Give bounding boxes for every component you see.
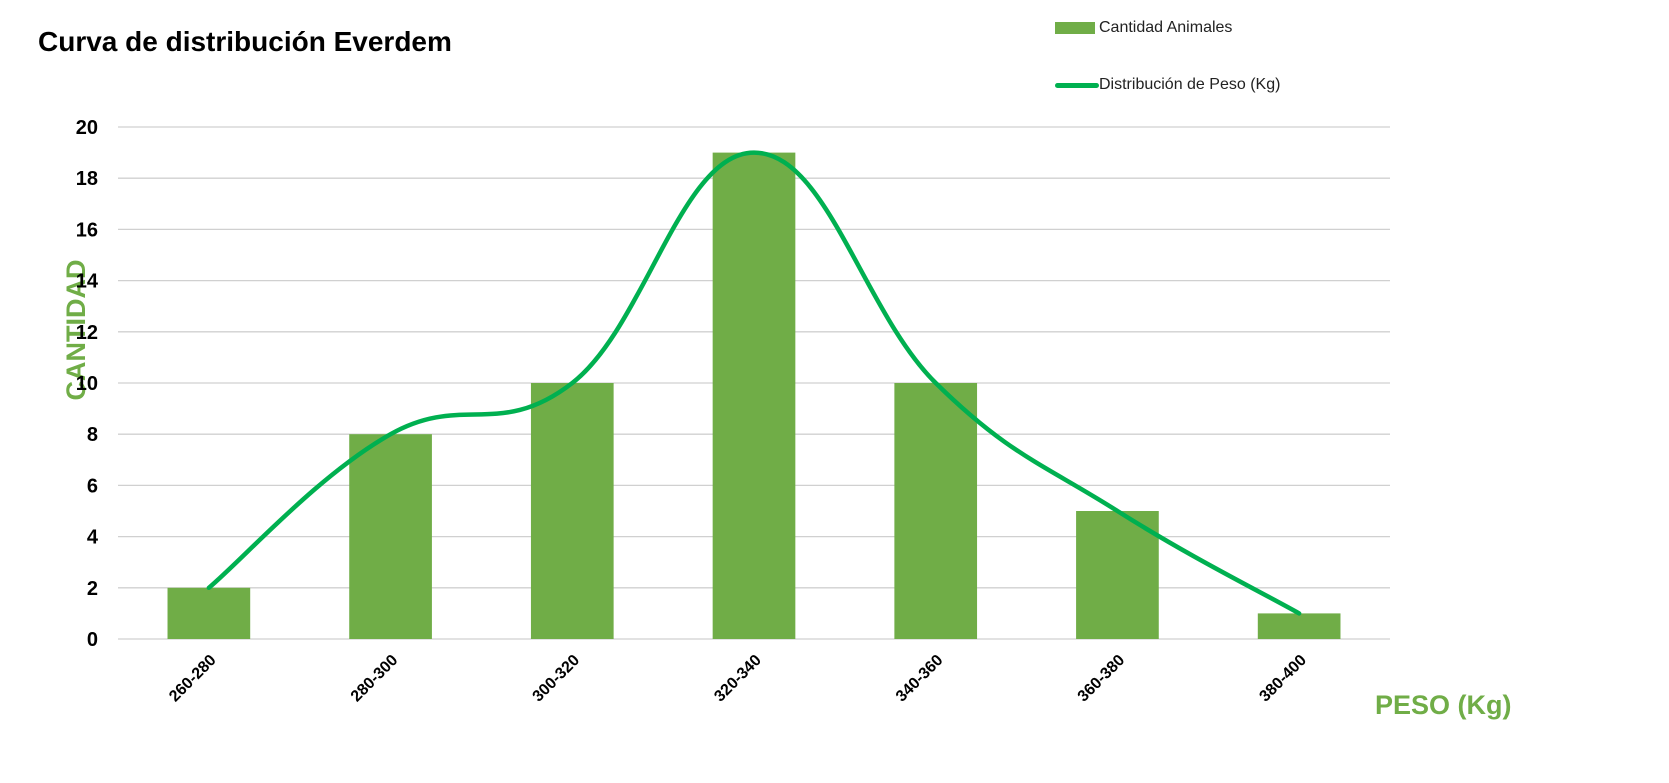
y-tick-label: 6 bbox=[87, 475, 98, 497]
legend-item-line: Distribución de Peso (Kg) bbox=[1055, 71, 1280, 99]
x-tick-label: 260-280 bbox=[166, 652, 220, 706]
legend-label-bars: Cantidad Animales bbox=[1099, 19, 1233, 36]
x-tick-label: 280-300 bbox=[348, 652, 402, 706]
x-tick-label: 360-380 bbox=[1075, 652, 1129, 706]
y-tick-label: 16 bbox=[76, 219, 98, 241]
bar bbox=[1076, 511, 1159, 639]
legend-line-swatch bbox=[1055, 82, 1099, 88]
bar bbox=[530, 383, 614, 639]
legend-bar-swatch bbox=[1055, 22, 1095, 34]
x-axis-label: PESO (Kg) bbox=[1375, 690, 1512, 720]
y-tick-label: 10 bbox=[76, 373, 98, 395]
x-tick-label: 340-360 bbox=[893, 652, 947, 706]
y-tick-label: 0 bbox=[87, 629, 98, 651]
bar bbox=[712, 152, 796, 639]
y-tick-label: 20 bbox=[76, 117, 98, 139]
chart-title: Curva de distribución Everdem bbox=[38, 26, 452, 57]
x-tick-label: 320-340 bbox=[711, 652, 765, 706]
y-tick-label: 12 bbox=[76, 322, 98, 344]
y-tick-label: 2 bbox=[87, 578, 98, 600]
bar bbox=[349, 434, 432, 639]
distribution-line bbox=[206, 150, 1302, 616]
legend-label-line: Distribución de Peso (Kg) bbox=[1099, 76, 1281, 93]
x-tick-label: 380-400 bbox=[1256, 652, 1310, 706]
bar bbox=[167, 587, 251, 639]
bar bbox=[894, 383, 978, 639]
y-tick-label: 14 bbox=[76, 271, 99, 293]
x-tick-label: 300-320 bbox=[530, 652, 584, 706]
y-tick-label: 4 bbox=[87, 527, 99, 549]
chart-legend: Cantidad Animales Distribución de Peso (… bbox=[1055, 14, 1280, 128]
legend-item-bars: Cantidad Animales bbox=[1055, 14, 1280, 42]
y-tick-label: 8 bbox=[87, 424, 98, 446]
bar bbox=[1257, 613, 1341, 639]
y-tick-label: 18 bbox=[76, 168, 98, 190]
